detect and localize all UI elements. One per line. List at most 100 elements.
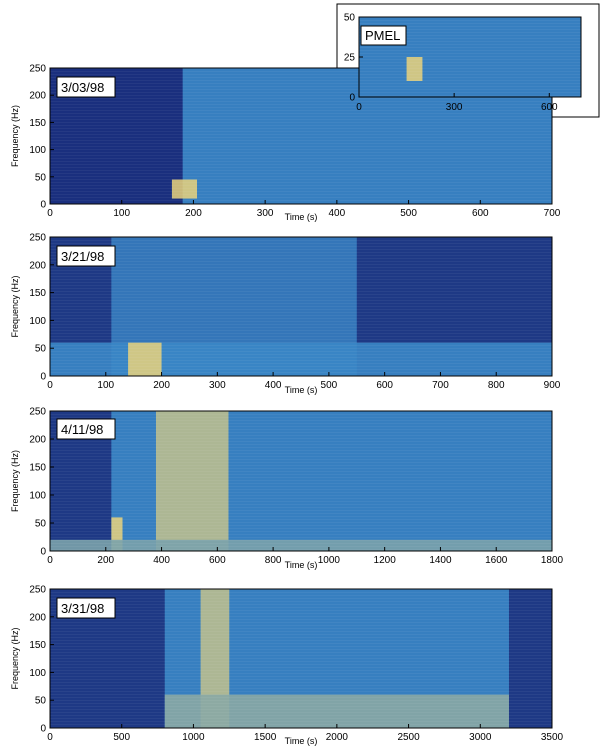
texture-stripe: [50, 158, 552, 159]
texture-stripe: [50, 140, 552, 141]
texture-stripe: [50, 185, 552, 186]
texture-stripe: [50, 700, 552, 701]
texture-stripe: [50, 333, 552, 334]
texture-stripe: [50, 354, 552, 355]
texture-stripe: [50, 450, 552, 451]
texture-stripe: [50, 297, 552, 298]
texture-stripe: [50, 261, 552, 262]
texture-stripe: [50, 167, 552, 168]
y-tick-label: 0: [40, 372, 46, 383]
texture-stripe: [50, 622, 552, 623]
axes-frame: [49, 588, 553, 729]
texture-stripe: [50, 607, 552, 608]
texture-stripe: [50, 366, 552, 367]
texture-stripe: [50, 80, 552, 81]
y-tick-label: 50: [35, 519, 47, 530]
spectrogram-panel-3: 0 200 400 600 800 1000 1200 1400 1600 1800 0 50 100 1…: [10, 407, 564, 571]
x-axis-label: Time (s): [285, 736, 318, 746]
texture-stripe: [50, 712, 552, 713]
texture-stripe: [50, 682, 552, 683]
texture-stripe: [50, 601, 552, 602]
texture-stripe: [50, 459, 552, 460]
y-tick-label: 50: [344, 13, 356, 24]
texture-stripe: [50, 715, 552, 716]
texture-stripe: [50, 610, 552, 611]
x-tick-label: 100: [113, 208, 130, 219]
texture-stripe: [50, 718, 552, 719]
texture-stripe: [50, 188, 552, 189]
spectrogram-panel-2: 0 100 200 300 400 500 600 700 800 900 0 50 100 150 200…: [10, 233, 561, 396]
texture-stripe: [50, 432, 552, 433]
x-tick-label: 1800: [541, 555, 564, 566]
texture-stripe: [50, 631, 552, 632]
texture-stripe: [50, 264, 552, 265]
texture-stripe: [50, 360, 552, 361]
texture-stripe: [50, 649, 552, 650]
texture-stripe: [50, 468, 552, 469]
texture-stripe: [50, 288, 552, 289]
date-label: 3/21/98: [61, 249, 104, 264]
texture-stripe: [359, 71, 581, 72]
texture-stripe: [50, 498, 552, 499]
texture-stripe: [50, 543, 552, 544]
x-tick-label: 500: [113, 732, 130, 743]
texture-stripe: [359, 23, 581, 24]
texture-stripe: [359, 20, 581, 21]
texture-stripe: [50, 534, 552, 535]
texture-stripe: [50, 161, 552, 162]
spectrogram-image: [359, 17, 581, 97]
texture-stripe: [50, 486, 552, 487]
y-tick-label: 50: [35, 344, 47, 355]
texture-stripe: [50, 363, 552, 364]
texture-stripe: [50, 477, 552, 478]
x-tick-label: 0: [356, 102, 362, 113]
texture-stripe: [50, 471, 552, 472]
texture-stripe: [50, 77, 552, 78]
texture-stripe: [359, 68, 581, 69]
texture-stripe: [50, 270, 552, 271]
x-tick-label: 600: [376, 380, 393, 391]
texture-stripe: [50, 146, 552, 147]
texture-stripe: [50, 598, 552, 599]
texture-stripe: [50, 279, 552, 280]
texture-stripe: [50, 465, 552, 466]
texture-stripe: [359, 65, 581, 66]
texture-stripe: [359, 35, 581, 36]
texture-stripe: [50, 420, 552, 421]
date-label: 3/03/98: [61, 80, 104, 95]
texture-stripe: [50, 336, 552, 337]
texture-stripe: [50, 119, 552, 120]
texture-stripe: [359, 26, 581, 27]
texture-stripe: [50, 417, 552, 418]
texture-stripe: [359, 53, 581, 54]
texture-stripe: [50, 164, 552, 165]
texture-stripe: [50, 444, 552, 445]
texture-stripe: [50, 351, 552, 352]
x-tick-label: 400: [265, 380, 282, 391]
texture-stripe: [50, 691, 552, 692]
texture-stripe: [50, 697, 552, 698]
texture-stripe: [50, 246, 552, 247]
texture-stripe: [50, 549, 552, 550]
texture-stripe: [50, 625, 552, 626]
texture-stripe: [359, 95, 581, 96]
texture-stripe: [50, 240, 552, 241]
texture-stripe: [50, 176, 552, 177]
texture-stripe: [50, 613, 552, 614]
texture-stripe: [50, 291, 552, 292]
texture-stripe: [50, 540, 552, 541]
texture-stripe: [50, 125, 552, 126]
texture-stripe: [50, 74, 552, 75]
texture-stripe: [50, 619, 552, 620]
texture-stripe: [50, 694, 552, 695]
texture-stripe: [50, 122, 552, 123]
texture-stripe: [50, 315, 552, 316]
texture-stripe: [50, 456, 552, 457]
date-label: 4/11/98: [61, 422, 103, 437]
texture-stripe: [50, 595, 552, 596]
texture-stripe: [50, 273, 552, 274]
texture-stripe: [50, 664, 552, 665]
texture-stripe: [50, 628, 552, 629]
texture-stripe: [50, 435, 552, 436]
y-tick-label: 100: [29, 316, 46, 327]
